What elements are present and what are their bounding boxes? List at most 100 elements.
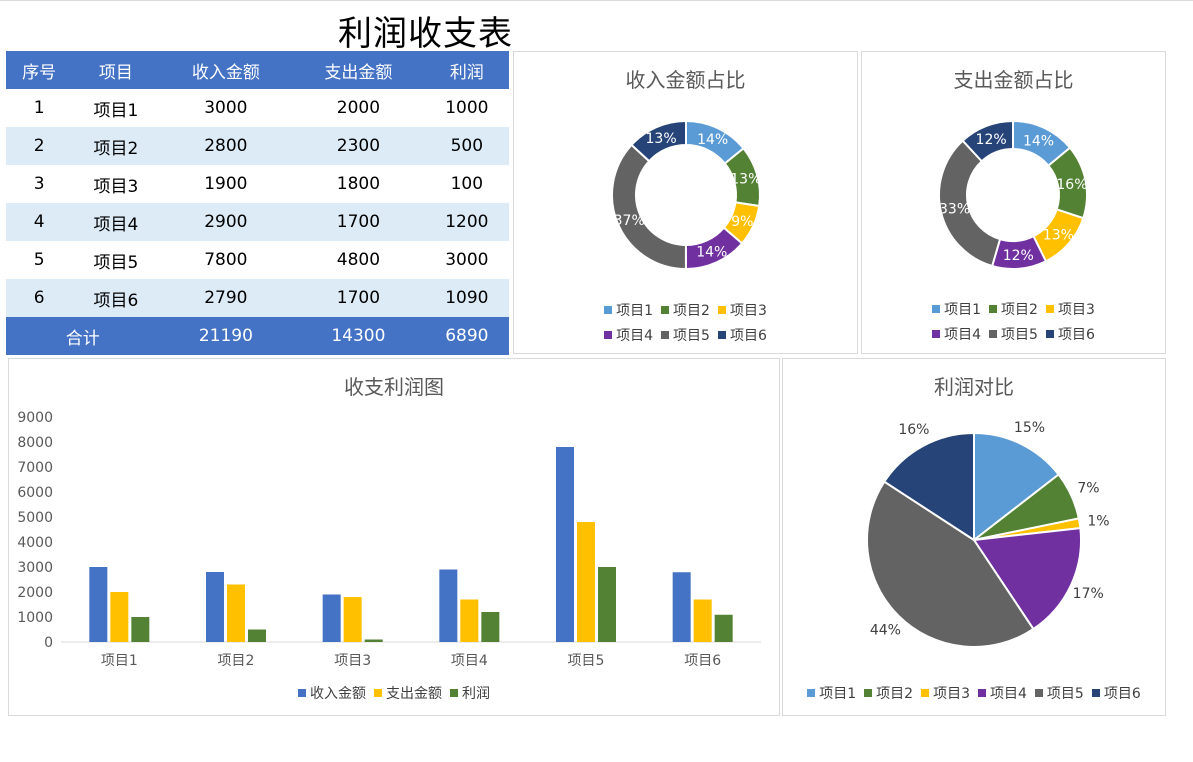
y-tick-label: 8000: [17, 435, 53, 451]
data-label: 14%: [696, 244, 727, 260]
legend-item: 项目3: [1045, 299, 1095, 319]
x-tick-label: 项目1: [101, 653, 138, 669]
bar: [556, 447, 574, 642]
header-index: 序号: [6, 51, 73, 89]
cell-profit: 1000: [445, 98, 489, 118]
legend-item: 项目5: [661, 325, 710, 345]
legend-label: 项目6: [729, 328, 767, 344]
table-header-row: 序号 项目 收入金额 支出金额 利润: [6, 51, 509, 89]
legend-item: 项目4: [932, 324, 981, 344]
pie-slice: [882, 431, 975, 542]
legend-label: 项目1: [819, 686, 857, 702]
cell-item: 项目6: [72, 279, 160, 317]
bar-chart-svg: 0 1000 2000 3000 4000 5000 6000 7000 8000 9000 项目1…: [17, 410, 761, 669]
data-label: 12%: [1003, 248, 1034, 264]
cell-index: 6: [6, 279, 73, 317]
table-row: 1 项目1 3000 2000 1000: [6, 89, 509, 127]
profit-compare-chart: 利润对比 15% 7% 1% 17% 44% 16% 项目1 项目2 项目3 项目4 项目5 项目6: [782, 358, 1166, 716]
income-share-chart: 收入金额占比 14% 13% 9% 14% 37% 13% 项目1 项目2 项目3 项目4 项目5…: [513, 51, 858, 354]
bar: [714, 614, 733, 642]
data-label: 15%: [1014, 420, 1045, 436]
legend-label: 项目3: [1057, 302, 1095, 318]
cell-profit: 500: [424, 127, 509, 165]
legend-item: 项目3: [921, 683, 970, 703]
bar: [577, 522, 595, 642]
cell-income: 2790: [159, 279, 293, 317]
data-label: 14%: [697, 132, 728, 148]
legend-item: 项目2: [661, 300, 710, 320]
bar: [227, 584, 245, 642]
income-expense-profit-chart: 收支利润图 0 1000 2000 3000 4000 5000 6000 7000 8000 9…: [8, 358, 780, 716]
bar: [322, 594, 341, 642]
pie-slice: [866, 480, 1035, 648]
legend-item: 项目2: [864, 683, 913, 703]
cell-profit: 100: [450, 174, 484, 194]
chart-title: 利润对比: [934, 375, 1014, 399]
legend-swatch: [807, 689, 816, 697]
legend-swatch: [717, 331, 726, 339]
legend-swatch: [604, 331, 613, 339]
chart-title: 收支利润图: [344, 375, 444, 399]
chart-title: 支出金额占比: [953, 68, 1074, 92]
legend-item: 项目6: [717, 325, 767, 345]
pie-slice: [630, 119, 687, 163]
legend-label: 项目4: [616, 328, 654, 344]
table-row: 5 项目5 7800 4800 3000: [6, 241, 509, 279]
legend-swatch: [978, 689, 986, 697]
x-tick-label: 项目5: [568, 653, 605, 669]
cell-index: 3: [33, 174, 45, 194]
header-income: 收入金额: [159, 51, 293, 89]
legend-swatch: [932, 305, 941, 313]
bar: [693, 599, 712, 642]
legend-label: 项目2: [876, 686, 914, 702]
legend-swatch: [1091, 689, 1100, 697]
data-label: 13%: [646, 131, 677, 147]
bar: [672, 572, 691, 642]
x-tick-label: 项目4: [451, 653, 488, 669]
pie-slice: [961, 119, 1014, 163]
cell-expense: 1800: [336, 174, 381, 194]
cell-item: 项目4: [72, 203, 160, 241]
legend-swatch: [989, 330, 998, 338]
legend-swatch: [1045, 330, 1054, 338]
cell-expense: 1700: [292, 203, 425, 241]
legend-item: 项目5: [1034, 683, 1084, 703]
legend-swatch: [450, 689, 458, 697]
table-row: 4 项目4 2900 1700 1200: [6, 203, 509, 241]
legend-swatch: [298, 689, 306, 697]
legend-item: 项目1: [604, 300, 653, 320]
legend-item: 项目3: [717, 300, 767, 320]
legend-item: 项目6: [1045, 324, 1095, 344]
data-label: 37%: [614, 213, 645, 229]
legend-label: 项目5: [673, 328, 710, 344]
y-tick-label: 5000: [17, 510, 53, 526]
legend-row: 项目4 项目5 项目6: [514, 325, 857, 345]
pie-slice: [611, 143, 687, 271]
legend-swatch: [932, 330, 941, 338]
expense-share-chart: 支出金额占比 14% 16% 13% 12% 33% 12% 项目1 项目2 项目3 项目4 项目…: [861, 51, 1166, 354]
y-tick-label: 4000: [17, 535, 53, 551]
profit-table: 序号 项目 收入金额 支出金额 利润 1 项目1 3000 2000 1000 …: [6, 51, 509, 355]
legend-row: 项目4 项目5 项目6: [862, 324, 1165, 344]
bar: [131, 617, 150, 642]
data-label: 33%: [939, 202, 970, 218]
cell-item: 项目2: [72, 127, 160, 165]
x-tick-label: 项目6: [684, 653, 721, 669]
cell-expense: 1700: [292, 279, 425, 317]
legend-item: 项目6: [1091, 683, 1141, 703]
legend-item: 项目1: [932, 299, 981, 319]
cell-income: 2800: [159, 127, 293, 165]
bar: [110, 592, 129, 642]
x-tick-label: 项目3: [334, 653, 371, 669]
total-expense: 14300: [292, 317, 425, 355]
legend-swatch: [864, 689, 873, 697]
cell-income: 7800: [204, 250, 248, 270]
data-label: 7%: [1077, 480, 1099, 496]
data-label: 12%: [976, 132, 1007, 148]
legend-label: 项目6: [1057, 327, 1095, 343]
legend-item: 项目2: [989, 299, 1038, 319]
total-income: 21190: [159, 317, 293, 355]
cell-profit: 1090: [424, 279, 509, 317]
legend-label: 项目4: [944, 327, 982, 343]
bar: [89, 567, 108, 642]
